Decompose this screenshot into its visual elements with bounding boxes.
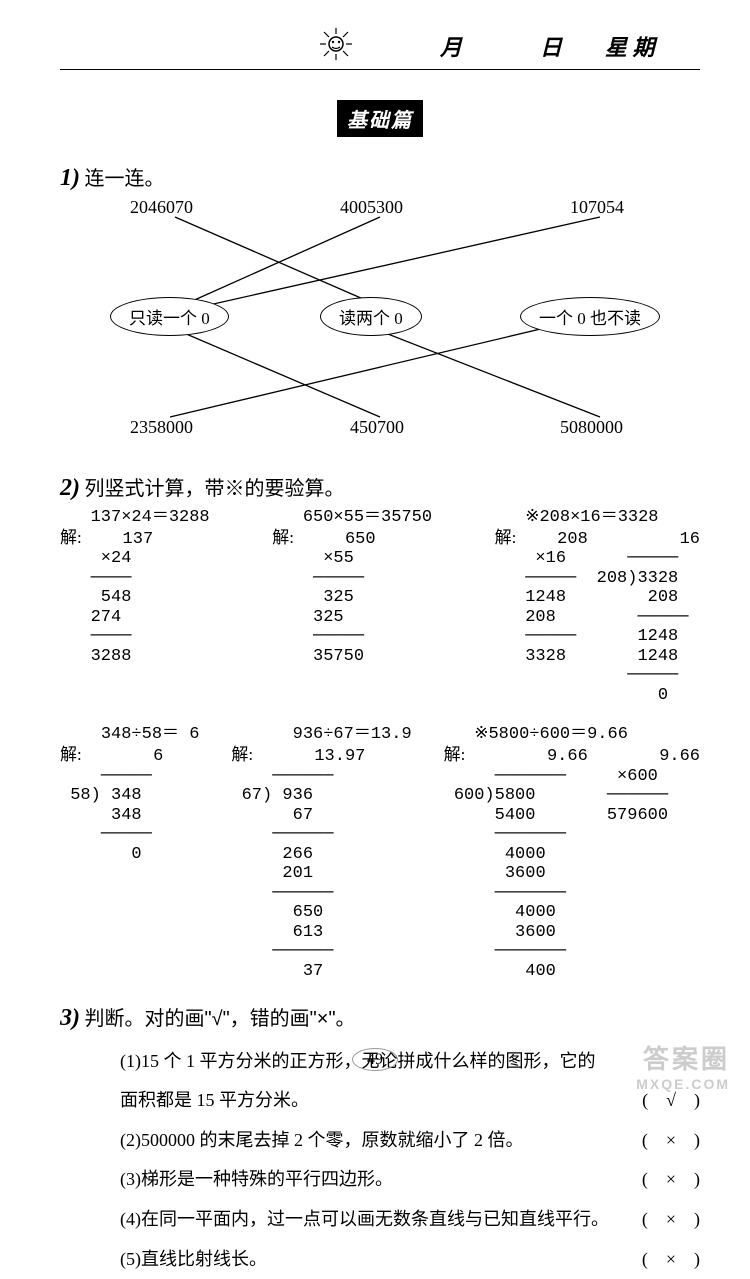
c6-body: 9.66 9.66 ─────── ×600 600)5800 ────── 5… (444, 747, 700, 981)
j2-q: (2)500000 的末尾去掉 2 个零，原数就缩小了 2 倍。 (120, 1130, 524, 1150)
top-num-2: 4005300 (340, 197, 403, 218)
calc-1: 137×24＝3288 解: 137 ×24 ──── 548 274 ────… (60, 508, 210, 705)
page-header: 月 日 星 期 (60, 20, 700, 70)
c3-body: 208 16 ×16 ───── ───── 208)3328 1248 208… (495, 530, 700, 705)
judge-item: (4)在同一平面内，过一点可以画无数条直线与已知直线平行。 ( × ) (120, 1200, 700, 1240)
c2-head: 650×55＝35750 (303, 508, 432, 527)
calc-3: ※208×16＝3328 解: 208 16 ×16 ───── ───── 2… (495, 508, 700, 705)
j4-q: (4)在同一平面内，过一点可以画无数条直线与已知直线平行。 (120, 1209, 609, 1229)
judge-list: (1)15 个 1 平方分米的正方形，无论拼成什么样的图形，它的面积都是 15 … (120, 1042, 700, 1279)
week-label: 星 期 (605, 30, 655, 62)
c2-body: 650 ×55 ───── 325 325 ───── 35750 (272, 530, 375, 666)
bot-num-3: 5080000 (560, 417, 623, 438)
sun-icon (320, 28, 352, 60)
sec1-num: 1) (60, 165, 80, 191)
j2-a: ( × ) (642, 1121, 700, 1161)
day-label: 日 (540, 30, 562, 62)
section-1: 1) 连一连。 2046070 4005300 107054 只读一个 0 读两… (60, 162, 700, 452)
sec2-num: 2) (60, 475, 80, 501)
judge-item: (5)直线比射线长。 ( × ) (120, 1240, 700, 1279)
bot-num-1: 2358000 (130, 417, 193, 438)
c1-head: 137×24＝3288 (91, 508, 210, 527)
judge-item: (2)500000 的末尾去掉 2 个零，原数就缩小了 2 倍。 ( × ) (120, 1121, 700, 1161)
watermark: 答案圈 MXQE.COM (636, 1039, 730, 1092)
sec1-title: 连一连。 (85, 168, 165, 190)
section-title-box: 基础篇 (60, 100, 700, 137)
c4-body: 6 ───── 58) 348 348 ───── 0 (60, 747, 163, 864)
c3-head: ※208×16＝3328 (525, 508, 658, 527)
c5-head: 936÷67＝13.9 (293, 725, 412, 744)
j5-a: ( × ) (642, 1240, 700, 1279)
top-num-3: 107054 (570, 197, 624, 218)
j3-q: (3)梯形是一种特殊的平行四边形。 (120, 1169, 393, 1189)
judge-item: (1)15 个 1 平方分米的正方形，无论拼成什么样的图形，它的面积都是 15 … (120, 1042, 700, 1121)
calc-5: 936÷67＝13.9 解: 13.97 ────── 67) 936 67 ─… (231, 725, 411, 981)
wm-line2: MXQE.COM (636, 1076, 730, 1092)
sec2-title: 列竖式计算，带※的要验算。 (85, 478, 345, 500)
bot-num-2: 450700 (350, 417, 404, 438)
sec3-title: 判断。对的画"√"，错的画"×"。 (85, 1008, 356, 1030)
j5-q: (5)直线比射线长。 (120, 1249, 267, 1269)
judge-item: (3)梯形是一种特殊的平行四边形。 ( × ) (120, 1160, 700, 1200)
mid-oval-1: 只读一个 0 (110, 297, 229, 336)
wm-line1: 答案圈 (636, 1039, 730, 1076)
month-label: 月 (440, 30, 462, 62)
section-2: 2) 列竖式计算，带※的要验算。 137×24＝3288 解: 137 ×24 … (60, 472, 700, 982)
calc-4: 348÷58＝ 6 解: 6 ───── 58) 348 348 ───── 0 (60, 725, 199, 981)
c4-head: 348÷58＝ 6 (101, 725, 200, 744)
mid-oval-2: 读两个 0 (320, 297, 422, 336)
c1-body: 137 ×24 ──── 548 274 ──── 3288 (60, 530, 153, 666)
basics-title: 基础篇 (337, 100, 423, 137)
j3-a: ( × ) (642, 1160, 700, 1200)
page-number: 49 (352, 1051, 398, 1069)
match-diagram: 2046070 4005300 107054 只读一个 0 读两个 0 一个 0… (60, 192, 700, 452)
c6-head: ※5800÷600＝9.66 (474, 725, 628, 744)
mid-oval-3: 一个 0 也不读 (520, 297, 660, 336)
calc-2: 650×55＝35750 解: 650 ×55 ───── 325 325 ──… (272, 508, 432, 705)
calc-6: ※5800÷600＝9.66 解: 9.66 9.66 ─────── ×600… (444, 725, 700, 981)
section-3: 3) 判断。对的画"√"，错的画"×"。 (1)15 个 1 平方分米的正方形，… (60, 1002, 700, 1279)
sec3-num: 3) (60, 1005, 80, 1031)
top-num-1: 2046070 (130, 197, 193, 218)
j4-a: ( × ) (642, 1200, 700, 1240)
page-number-value: 49 (352, 1048, 398, 1071)
c5-body: 13.97 ────── 67) 936 67 ────── 266 201 ─… (231, 747, 365, 981)
